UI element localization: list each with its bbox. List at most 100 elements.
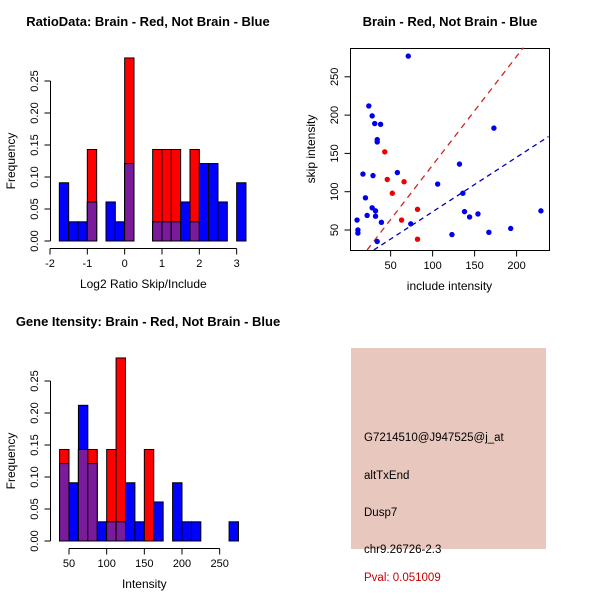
scatter-y-tick-label: 150 (329, 144, 341, 162)
gene-hist-bars (59, 357, 239, 542)
gene-hist-red-bar (143, 448, 155, 542)
gene-hist-blue-bar (96, 521, 108, 542)
ratio-hist-blue-bar (236, 182, 247, 242)
gene-hist-x-tick-label: 200 (173, 558, 191, 570)
scatter-x-tick-label: 150 (465, 260, 483, 272)
blue-point (366, 103, 372, 109)
blue-point (377, 121, 384, 127)
scatter-x-tick-label: 200 (507, 260, 525, 272)
ratio-hist-y-tick-label: 0.15 (29, 134, 41, 155)
gene-hist-overlap-bar (77, 448, 89, 542)
ratio-hist-blue-bar (217, 201, 228, 242)
gene-hist-blue-bar (134, 521, 145, 542)
gene-hist-x-tick-label: 100 (97, 558, 115, 570)
gene-hist-blue-bar (190, 521, 202, 542)
blue-point (371, 120, 378, 127)
scatter-y-tick-label: 100 (329, 183, 341, 201)
ratio-hist-overlap-bar (152, 221, 163, 242)
info-cell: G7214510@J947525@j_at altTxEnd Dusp7 chr… (300, 300, 600, 600)
gene-hist-blue-bar (228, 521, 239, 542)
ratio-hist-y-axis (44, 80, 51, 242)
brain-fit-line (366, 47, 524, 251)
blue-point (372, 208, 379, 214)
gene-name-text: Dusp7 (364, 507, 398, 519)
ratio-hist-overlap-bar (161, 221, 172, 242)
gene-hist-blue-bar (172, 482, 183, 542)
blue-point (456, 161, 463, 167)
blue-point (486, 229, 492, 236)
blue-point (374, 139, 380, 145)
ratio-hist-x-tick-label: 0 (122, 258, 128, 270)
gene-hist-y-label: Frequency (4, 433, 18, 490)
ratio-hist-x-tick-label: 3 (234, 258, 240, 270)
ratio-hist-overlap-bar (170, 221, 182, 242)
scatter-plot-box (350, 48, 550, 251)
ratio-hist-bars (58, 57, 247, 242)
scatter-y-tick-label: 200 (329, 106, 341, 124)
blue-point (370, 172, 376, 179)
probe-id-text: G7214510@J947525@j_at (364, 432, 504, 444)
gene-hist-overlap-bar (106, 521, 117, 542)
blue-point (394, 169, 401, 176)
notbrain-points (354, 53, 544, 245)
ratio-hist-y-tick-label: 0.25 (29, 70, 41, 91)
gene-info-panel: G7214510@J947525@j_at altTxEnd Dusp7 chr… (351, 348, 546, 584)
blue-point (434, 181, 441, 187)
ratio-hist-overlap-bar (86, 201, 98, 242)
ratio-hist-blue-bar (68, 221, 79, 242)
gene-hist-y-tick-label: 0.25 (29, 370, 41, 391)
scatter-y-label: skip intensity (304, 115, 318, 184)
blue-point (354, 217, 360, 223)
gene-hist-x-tick-label: 50 (63, 558, 75, 570)
gene-hist-blue-bar (181, 521, 192, 542)
red-point (414, 236, 421, 242)
gene-hist-overlap-bar (87, 463, 98, 542)
blue-point (508, 225, 514, 232)
red-point (398, 217, 405, 223)
gene-hist-overlap-bar (115, 521, 126, 542)
scatter-title: Brain - Red, Not Brain - Blue (363, 14, 538, 29)
scatter-axes-ticks (344, 76, 518, 257)
ratio-hist-blue-bar (105, 201, 116, 242)
ratio-hist-title: RatioData: Brain - Red, Not Brain - Blue (26, 14, 269, 29)
ratio-hist-y-label: Frequency (4, 133, 18, 190)
red-point (384, 176, 390, 183)
blue-point (369, 113, 375, 119)
blue-point (362, 195, 369, 201)
ratio-hist-y-tick-label: 0.05 (29, 198, 41, 219)
gene-hist-y-axis (44, 380, 51, 542)
blue-point (378, 219, 385, 226)
blue-point (372, 213, 379, 219)
blue-point (360, 171, 366, 177)
gene-hist-blue-bar (124, 482, 136, 542)
blue-point (475, 211, 481, 217)
ratio-hist-x-tick-label: 1 (159, 258, 165, 270)
blue-point (449, 231, 455, 238)
blue-point (460, 190, 466, 196)
scatter-cell: Brain - Red, Not Brain - Blue 50 100 150 200… (300, 0, 600, 300)
pval-text: Pval: 0.051009 (364, 572, 441, 584)
gene-hist-red-bar (115, 357, 126, 542)
scatter-y-tick-label: 50 (329, 224, 341, 236)
gene-hist-y-tick-label: 0.20 (29, 402, 41, 423)
gene-hist-y-tick-label: 0.10 (29, 466, 41, 487)
event-type-text: altTxEnd (364, 470, 410, 482)
blue-point (538, 208, 544, 214)
gene-hist-y-tick-label: 0.05 (29, 498, 41, 519)
gene-hist-title: Gene Itensity: Brain - Red, Not Brain - … (16, 314, 280, 329)
scatter-y-tick-label: 250 (329, 68, 341, 86)
blue-point (466, 214, 473, 220)
ratio-hist-y-tick-label: 0.00 (29, 230, 41, 251)
blue-point (461, 208, 468, 215)
red-point (389, 190, 396, 196)
gene-intensity-histogram-plot: Gene Itensity: Brain - Red, Not Brain - … (4, 314, 280, 591)
blue-point (405, 53, 411, 59)
gene-histogram-cell: Gene Itensity: Brain - Red, Not Brain - … (0, 300, 300, 600)
gene-hist-blue-bar (153, 501, 164, 542)
blue-point (408, 221, 414, 227)
gene-hist-blue-bar (68, 482, 79, 542)
ratio-hist-x-label: Log2 Ratio Skip/Include (80, 277, 207, 291)
ratio-hist-blue-bar (198, 163, 210, 242)
ratio-hist-x-tick-label: -1 (82, 258, 92, 270)
